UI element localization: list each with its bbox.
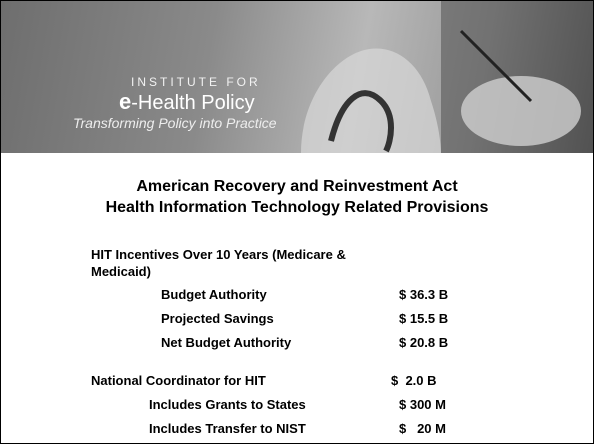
title-line: American Recovery and Reinvestment Act: [136, 178, 458, 195]
pen: [459, 29, 533, 103]
item-label: Net Budget Authority: [161, 335, 292, 350]
logo-institute: INSTITUTE FOR: [131, 75, 261, 89]
section-heading: National Coordinator for HIT: [91, 373, 266, 388]
item-label: Budget Authority: [161, 287, 267, 302]
item-amount: $ 15.5 B: [399, 311, 449, 326]
item-label: Includes Transfer to NIST: [149, 421, 306, 436]
item-amount: $ 300 M: [399, 397, 446, 412]
item-amount: $ 20 M: [399, 421, 446, 436]
figure-outline: [328, 90, 394, 153]
item-label: Projected Savings: [161, 311, 274, 326]
hand-shape: [461, 76, 581, 146]
item-label: Includes Grants to States: [149, 397, 306, 412]
logo-brand: e-Health Policy: [119, 89, 255, 115]
title-line: Health Information Technology Related Pr…: [105, 199, 489, 216]
logo-tagline: Transforming Policy into Practice: [73, 115, 277, 131]
header-graphic: [301, 1, 593, 153]
item-amount: $ 20.8 B: [399, 335, 449, 350]
section-heading: HIT Incentives Over 10 Years (Medicare &: [91, 247, 346, 262]
item-amount: $ 36.3 B: [399, 287, 449, 302]
section-amount: $ 2.0 B: [391, 373, 437, 388]
header-banner: INSTITUTE FOR e-Health Policy Transformi…: [1, 1, 593, 153]
figure-shape: [301, 48, 441, 153]
section-heading: Medicaid): [91, 264, 151, 279]
logo-e: e: [119, 89, 132, 114]
logo-brand-text: -Health Policy: [131, 92, 255, 114]
